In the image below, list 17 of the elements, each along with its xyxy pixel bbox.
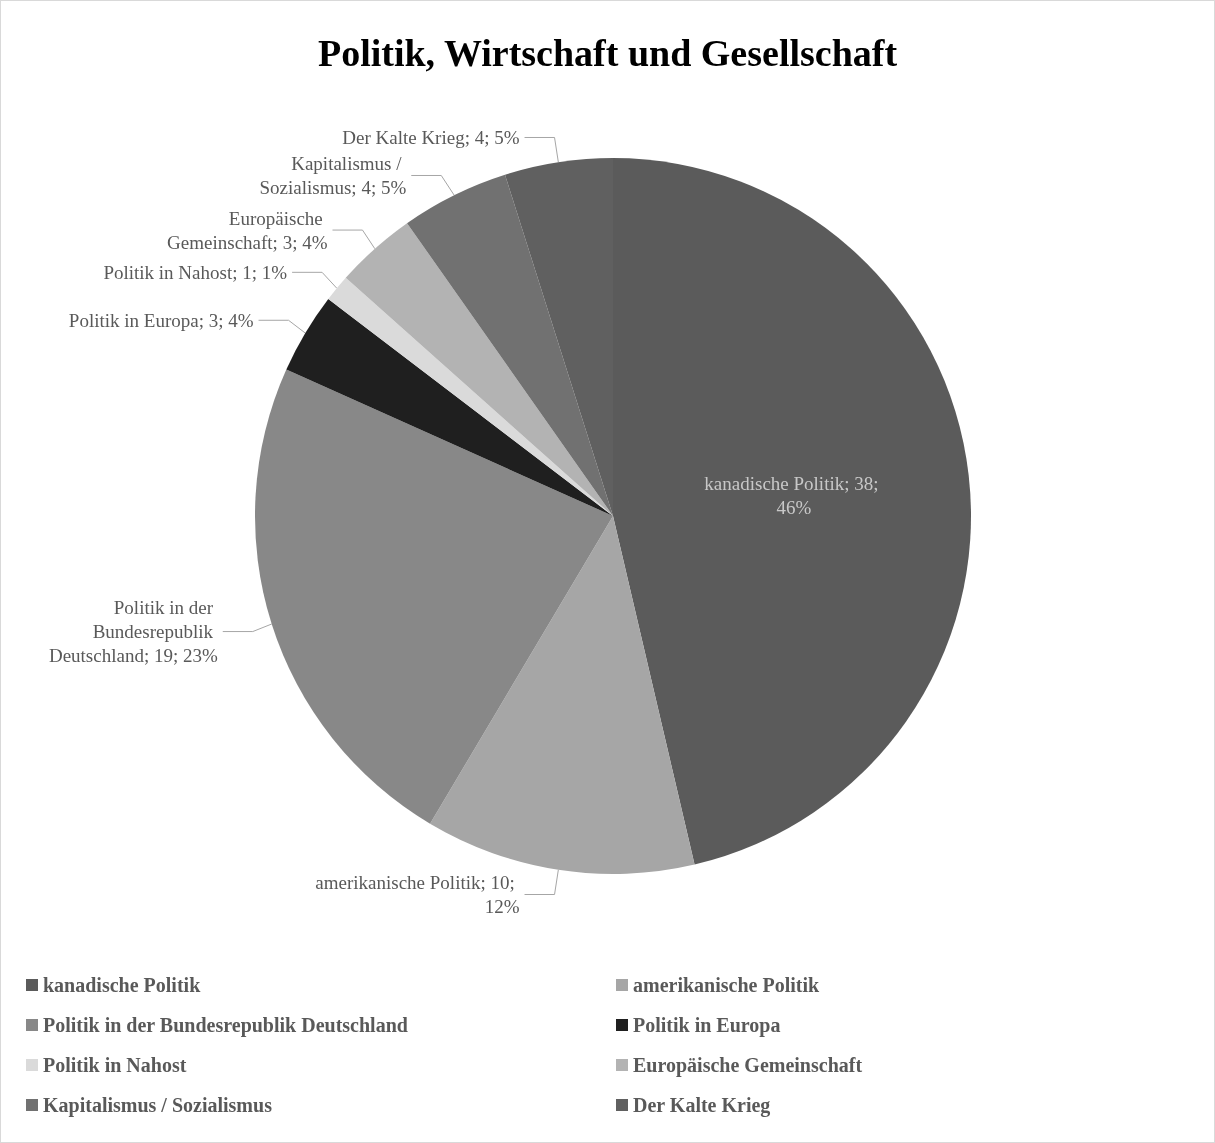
data-label: amerikanische Politik; 10; 12%: [315, 872, 520, 918]
legend-label: amerikanische Politik: [633, 974, 820, 996]
data-label: Europäische Gemeinschaft; 3; 4%: [167, 207, 328, 253]
legend-label: Der Kalte Krieg: [633, 1094, 771, 1117]
legend-label: Politik in Europa: [633, 1014, 781, 1037]
data-label: Kapitalismus / Sozialismus; 4; 5%: [259, 152, 407, 198]
data-label: Politik in der Bundesrepublik Deutschland; 19; 23%: [48, 597, 218, 667]
data-label: Der Kalte Krieg; 4; 5%: [342, 126, 520, 148]
legend-label: Politik in der Bundesrepublik Deutschland: [43, 1014, 408, 1037]
legend-label: Kapitalismus / Sozialismus: [43, 1094, 273, 1117]
chart-title: Politik, Wirtschaft und Gesellschaft: [317, 32, 898, 74]
legend-label: Europäische Gemeinschaft: [633, 1054, 863, 1077]
data-label: kanadische Politik; 38; 46%: [704, 472, 884, 518]
data-label: Politik in Europa; 3; 4%: [68, 309, 254, 331]
legend-label: kanadische Politik: [43, 974, 202, 996]
data-label: Politik in Nahost; 1; 1%: [103, 261, 288, 283]
legend-label: Politik in Nahost: [43, 1054, 187, 1076]
